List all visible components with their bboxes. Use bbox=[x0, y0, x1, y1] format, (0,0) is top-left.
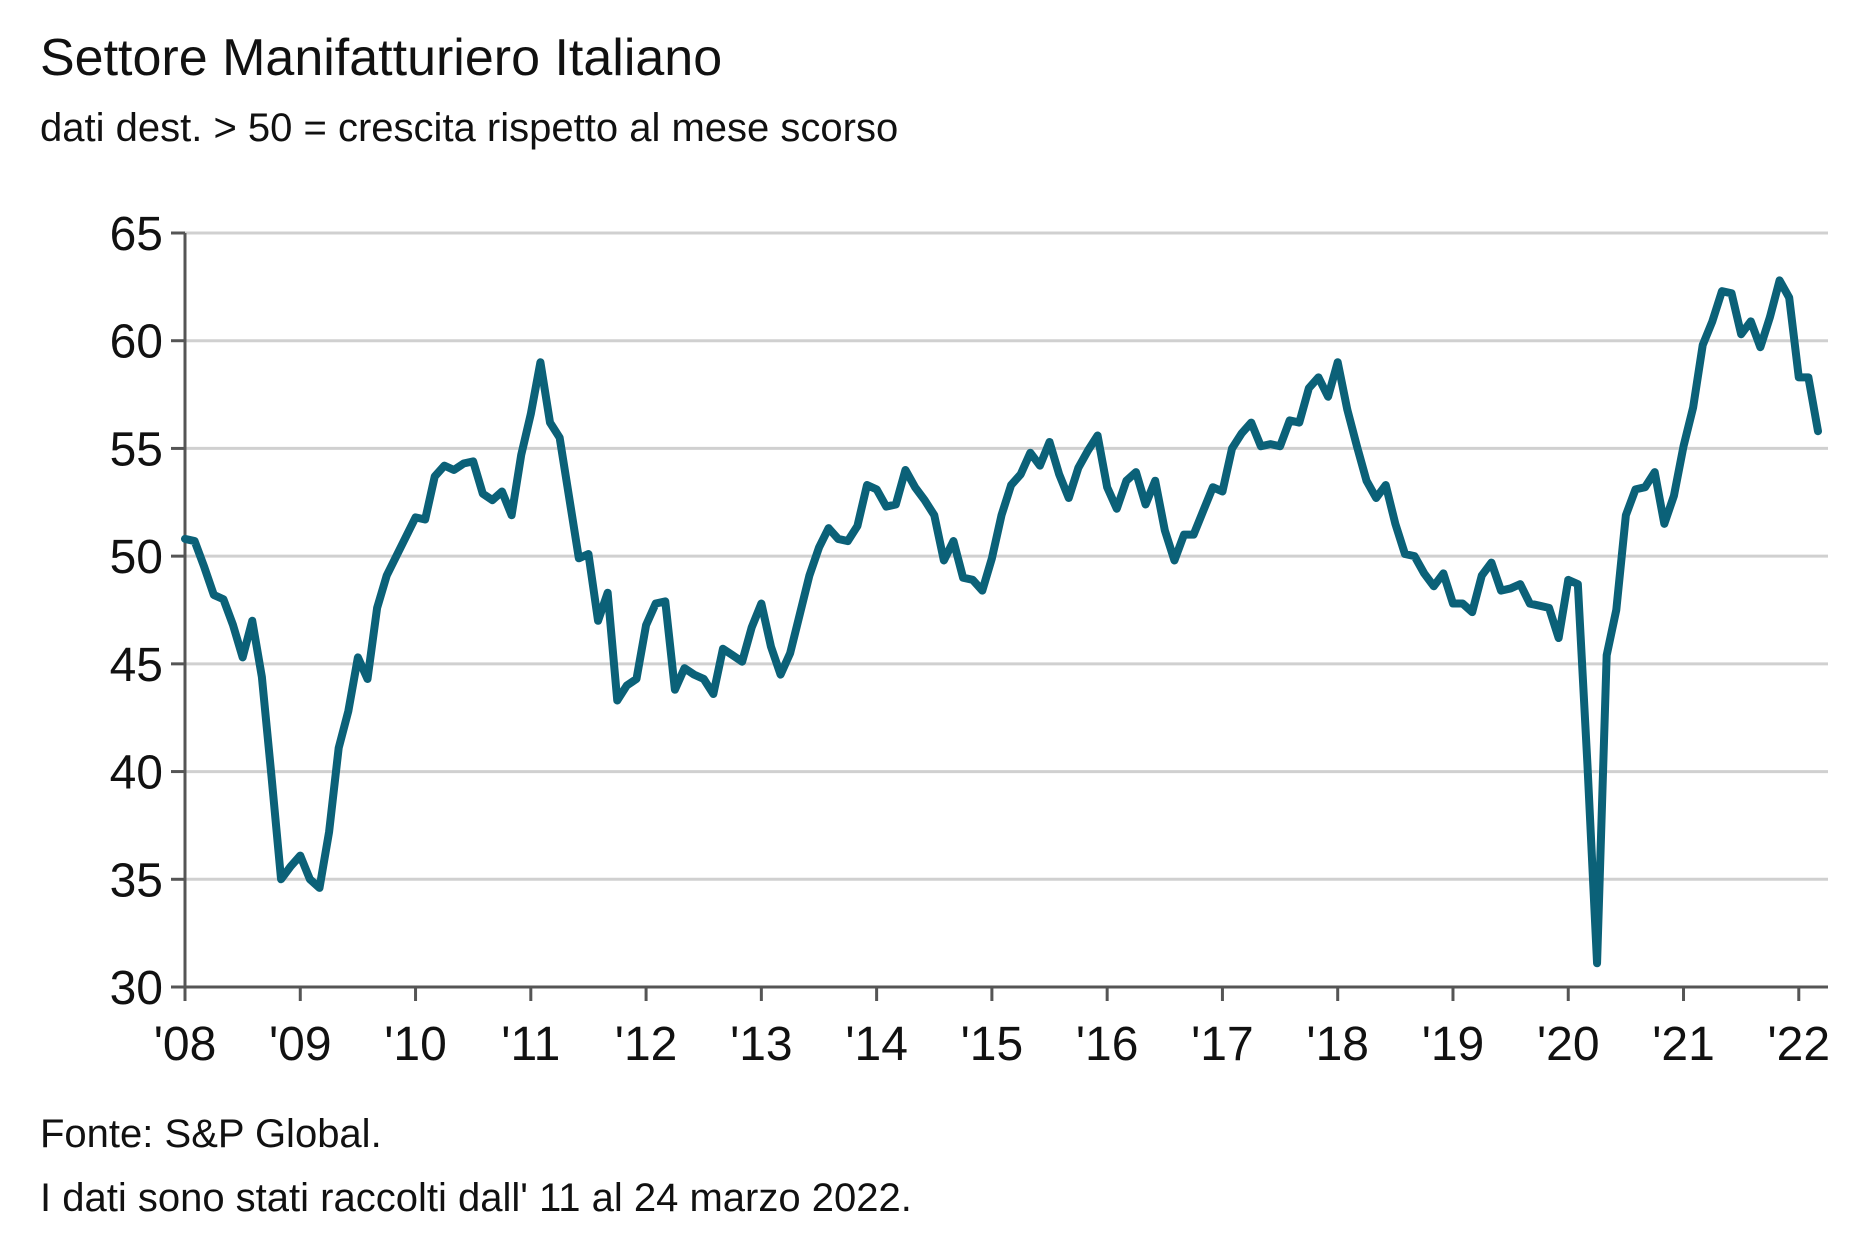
x-tick-label: '22 bbox=[1768, 1018, 1831, 1071]
y-tick-label: 65 bbox=[110, 208, 163, 261]
y-tick-label: 30 bbox=[110, 962, 163, 1015]
pmi-series-line bbox=[181, 276, 1822, 968]
source-note: Fonte: S&P Global. bbox=[40, 1112, 382, 1156]
x-tick-label: '17 bbox=[1191, 1018, 1254, 1071]
line-chart: 30 35 40 45 50 55 60 65 '08 '09 '10 '11 '12 '13 '14 '15… bbox=[110, 208, 1831, 1071]
y-tick-label: 55 bbox=[110, 423, 163, 476]
y-tick-label: 35 bbox=[110, 854, 163, 907]
chart-title: Settore Manifatturiero Italiano bbox=[40, 29, 723, 87]
x-tick-label: '15 bbox=[961, 1018, 1024, 1071]
x-tick-label: '12 bbox=[615, 1018, 678, 1071]
x-tick-label: '10 bbox=[384, 1018, 447, 1071]
x-tick-label: '13 bbox=[730, 1018, 793, 1071]
x-tick-label: '14 bbox=[845, 1018, 908, 1071]
y-tick-label: 60 bbox=[110, 316, 163, 369]
chart-subtitle: dati dest. > 50 = crescita rispetto al m… bbox=[40, 106, 899, 150]
y-tick-label: 45 bbox=[110, 639, 163, 692]
y-tick-label: 40 bbox=[110, 747, 163, 800]
x-tick-label: '18 bbox=[1306, 1018, 1369, 1071]
x-tick-label: '20 bbox=[1537, 1018, 1600, 1071]
x-tick-label: '16 bbox=[1076, 1018, 1139, 1071]
x-tick-label: '11 bbox=[501, 1018, 560, 1071]
x-tick-label: '19 bbox=[1422, 1018, 1485, 1071]
x-tick-label: '08 bbox=[154, 1018, 217, 1071]
y-tick-label: 50 bbox=[110, 531, 163, 584]
collection-note: I dati sono stati raccolti dall' 11 al 2… bbox=[40, 1176, 912, 1220]
x-tick-label: '21 bbox=[1652, 1018, 1715, 1071]
x-tick-label: '09 bbox=[269, 1018, 332, 1071]
